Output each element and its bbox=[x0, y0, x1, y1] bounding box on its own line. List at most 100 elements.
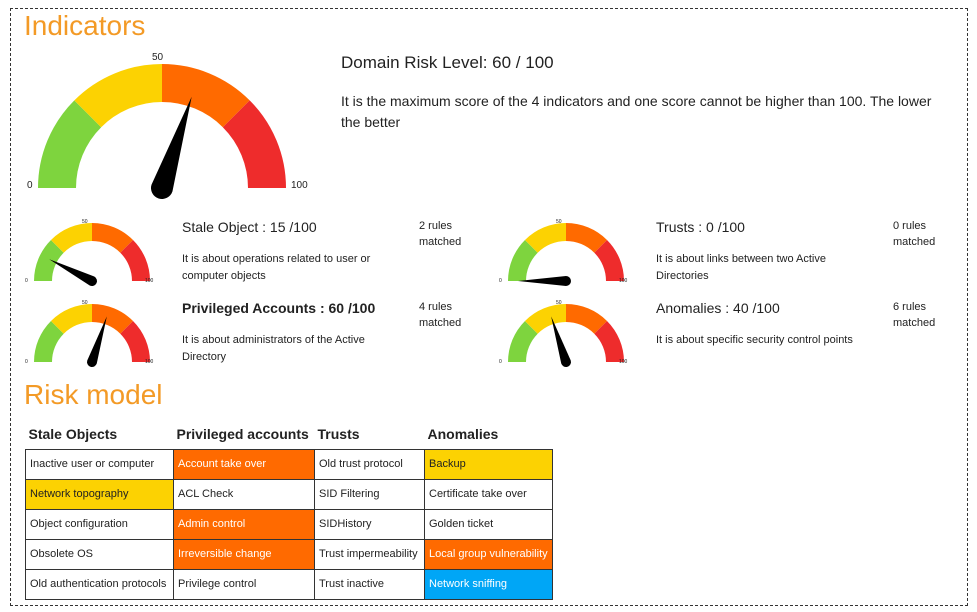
needle-pointer bbox=[86, 316, 107, 368]
gauge-band-green bbox=[34, 320, 64, 362]
report-frame bbox=[10, 8, 968, 606]
anomalies-title: Anomalies : 40 /100 bbox=[656, 300, 780, 316]
privileged-accounts-rules: 4 rules matched bbox=[419, 301, 462, 329]
trusts-rules: 0 rules matched bbox=[893, 220, 936, 248]
table-row: Network topography ACL Check SID Filteri… bbox=[25, 478, 553, 510]
domain-risk-title: Domain Risk Level: 60 / 100 bbox=[341, 53, 554, 72]
gauge-band-red bbox=[120, 239, 150, 281]
stale-object-rules: 2 rules matched bbox=[419, 220, 462, 248]
domain-risk-description: It is the maximum score of the 4 indicat… bbox=[341, 93, 932, 130]
gauge-label-mid: 50 bbox=[82, 300, 88, 306]
gauge-label-mid: 50 bbox=[152, 52, 164, 63]
trusts-gauge: 0 50 100 bbox=[499, 219, 628, 286]
risk-rule-cell[interactable]: Obsolete OS bbox=[25, 538, 174, 570]
gauge-band-yellow bbox=[74, 64, 162, 128]
stale-object-title: Stale Object : 15 /100 bbox=[182, 219, 317, 235]
risk-rule-cell[interactable]: Old authentication protocols bbox=[25, 568, 174, 600]
table-row: Obsolete OS Irreversible change Trust im… bbox=[25, 538, 553, 570]
gauge-band-orange bbox=[92, 223, 134, 253]
risk-rule-cell[interactable]: Network sniffing bbox=[424, 568, 553, 600]
table-row: Inactive user or computer Account take o… bbox=[25, 448, 553, 480]
gauge-bands bbox=[38, 64, 286, 188]
risk-rule-cell[interactable]: Privilege control bbox=[173, 568, 315, 600]
risk-rule-cell[interactable]: Object configuration bbox=[25, 508, 174, 540]
risk-rule-cell[interactable]: ACL Check bbox=[173, 478, 315, 510]
risk-rule-cell[interactable]: Irreversible change bbox=[173, 538, 315, 570]
column-header-privileged-accounts: Privileged accounts bbox=[176, 426, 309, 442]
privileged-accounts-description: It is about administrators of the Active… bbox=[182, 334, 365, 363]
risk-model-title: Risk model bbox=[24, 379, 163, 410]
gauge-band-red bbox=[222, 100, 286, 188]
gauge-bands bbox=[34, 304, 150, 362]
stale-object-gauge: 0 50 100 bbox=[25, 219, 154, 287]
domain-risk-gauge: 0 50 100 bbox=[27, 52, 308, 200]
needle-pointer bbox=[518, 276, 571, 286]
risk-rule-cell[interactable]: Trust impermeability bbox=[314, 538, 425, 570]
gauge-needle bbox=[49, 259, 98, 287]
gauge-band-green bbox=[38, 100, 102, 188]
risk-rule-cell[interactable]: Admin control bbox=[173, 508, 315, 540]
gauge-band-red bbox=[120, 320, 150, 362]
privileged-accounts-title: Privileged Accounts : 60 /100 bbox=[182, 300, 376, 316]
gauge-band-red bbox=[594, 320, 624, 362]
risk-rule-cell[interactable]: Local group vulnerability bbox=[424, 538, 553, 570]
needle-pointer bbox=[150, 96, 192, 200]
gauge-label-max: 100 bbox=[619, 278, 628, 284]
gauge-band-orange bbox=[92, 304, 134, 334]
needle-pointer bbox=[551, 316, 572, 368]
gauge-label-min: 0 bbox=[25, 278, 28, 284]
gauge-band-yellow bbox=[524, 223, 566, 253]
gauge-label-mid: 50 bbox=[556, 219, 562, 225]
column-header-stale-objects: Stale Objects bbox=[28, 426, 118, 442]
table-row: Object configuration Admin control SIDHi… bbox=[25, 508, 553, 540]
gauge-band-red bbox=[594, 239, 624, 281]
gauge-band-green bbox=[34, 239, 64, 281]
risk-rule-cell[interactable]: Certificate take over bbox=[424, 478, 553, 510]
gauge-label-min: 0 bbox=[27, 180, 33, 191]
risk-rule-cell[interactable]: Inactive user or computer bbox=[25, 448, 174, 480]
anomalies-rules: 6 rules matched bbox=[893, 301, 936, 329]
gauge-label-min: 0 bbox=[499, 359, 502, 365]
gauge-label-max: 100 bbox=[145, 359, 154, 365]
trusts-title: Trusts : 0 /100 bbox=[656, 219, 745, 235]
gauge-band-orange bbox=[162, 64, 250, 128]
stale-object-description: It is about operations related to user o… bbox=[182, 253, 371, 282]
anomalies-description: It is about specific security control po… bbox=[656, 334, 853, 346]
gauge-band-yellow bbox=[50, 304, 92, 334]
gauge-needle bbox=[86, 316, 107, 368]
risk-rule-cell[interactable]: Backup bbox=[424, 448, 553, 480]
risk-rule-cell[interactable]: Trust inactive bbox=[314, 568, 425, 600]
column-header-trusts: Trusts bbox=[317, 426, 360, 442]
indicators-title: Indicators bbox=[24, 10, 146, 41]
risk-rule-cell[interactable]: Golden ticket bbox=[424, 508, 553, 540]
gauge-band-green bbox=[508, 320, 538, 362]
gauge-label-max: 100 bbox=[619, 359, 628, 365]
risk-model-table: Stale Objects Privileged accounts Trusts… bbox=[25, 420, 553, 600]
gauge-band-yellow bbox=[50, 223, 92, 253]
risk-rule-cell[interactable]: SIDHistory bbox=[314, 508, 425, 540]
gauge-bands bbox=[508, 223, 624, 281]
gauge-needle bbox=[150, 96, 192, 200]
anomalies-gauge: 0 50 100 bbox=[499, 300, 628, 368]
risk-rule-cell[interactable]: Account take over bbox=[173, 448, 315, 480]
risk-rule-cell[interactable]: SID Filtering bbox=[314, 478, 425, 510]
gauge-band-orange bbox=[566, 304, 608, 334]
gauge-label-mid: 50 bbox=[556, 300, 562, 306]
gauge-bands bbox=[34, 223, 150, 281]
gauge-label-max: 100 bbox=[291, 180, 308, 191]
risk-rule-cell[interactable]: Network topography bbox=[25, 478, 174, 510]
gauge-needle bbox=[551, 316, 572, 368]
gauge-needle bbox=[518, 276, 571, 286]
trusts-description: It is about links between two Active Dir… bbox=[656, 253, 826, 282]
gauge-label-mid: 50 bbox=[82, 219, 88, 225]
privileged-accounts-gauge: 0 50 100 bbox=[25, 300, 154, 368]
needle-pointer bbox=[49, 259, 98, 287]
risk-rule-cell[interactable]: Old trust protocol bbox=[314, 448, 425, 480]
gauge-band-yellow bbox=[524, 304, 566, 334]
gauge-bands bbox=[508, 304, 624, 362]
column-header-anomalies: Anomalies bbox=[427, 426, 499, 442]
gauge-band-green bbox=[508, 239, 538, 281]
gauge-band-orange bbox=[566, 223, 608, 253]
table-row: Old authentication protocols Privilege c… bbox=[25, 568, 553, 600]
gauge-label-max: 100 bbox=[145, 278, 154, 284]
